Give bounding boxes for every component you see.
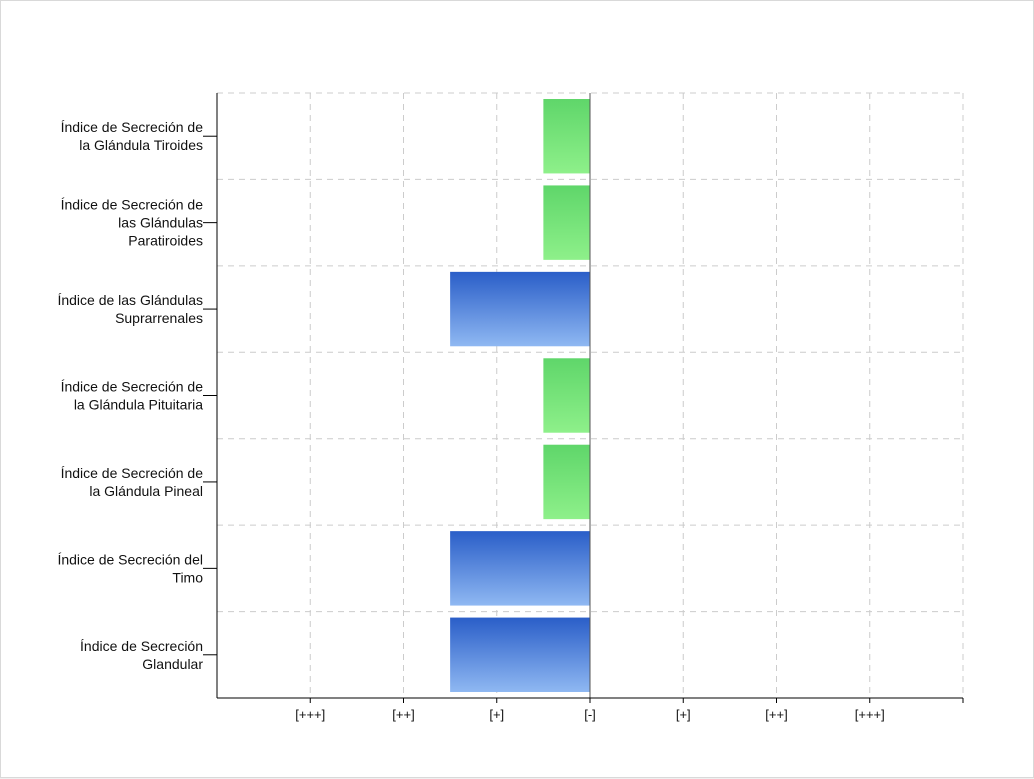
bars xyxy=(450,99,590,692)
axes xyxy=(203,93,964,703)
category-label: Glandular xyxy=(142,656,203,672)
bar-5 xyxy=(543,444,590,520)
x-tick-label: [+] xyxy=(489,707,504,722)
category-label: las Glándulas xyxy=(118,215,203,231)
category-label: Índice de Secreción del xyxy=(57,551,203,567)
bar-7 xyxy=(450,617,590,692)
x-tick-label: [-] xyxy=(584,707,596,722)
category-label: la Glándula Pituitaria xyxy=(74,397,203,413)
x-tick-label: [+++] xyxy=(855,707,885,722)
category-label: Índice de Secreción de xyxy=(61,197,204,213)
x-tick-label: [++] xyxy=(765,707,787,722)
grid xyxy=(217,92,964,698)
category-label: Timo xyxy=(172,569,203,585)
labels: [+++] [++] [+] [-] [+] [++] [+++] Índice de Sec… xyxy=(57,119,884,722)
category-label: la Glándula Pineal xyxy=(89,483,203,499)
x-tick-label: [++] xyxy=(392,707,414,722)
x-tick-label: [+++] xyxy=(295,707,325,722)
category-label: la Glándula Tiroides xyxy=(79,137,203,153)
category-label: Índice de Secreción de xyxy=(61,465,204,481)
bar-4 xyxy=(543,358,590,433)
bar-2 xyxy=(543,185,590,260)
category-label: Suprarrenales xyxy=(115,310,203,326)
category-label: Índice de Secreción xyxy=(80,638,203,654)
category-label: Índice de Secreción de xyxy=(61,379,204,395)
x-tick-label: [+] xyxy=(676,707,691,722)
bar-6 xyxy=(450,531,590,606)
category-label: Índice de las Glándulas xyxy=(57,292,203,308)
category-label: Paratiroides xyxy=(128,233,203,249)
bar-3 xyxy=(450,271,590,347)
category-label: Índice de Secreción de xyxy=(61,119,204,135)
bar-1 xyxy=(543,99,590,174)
